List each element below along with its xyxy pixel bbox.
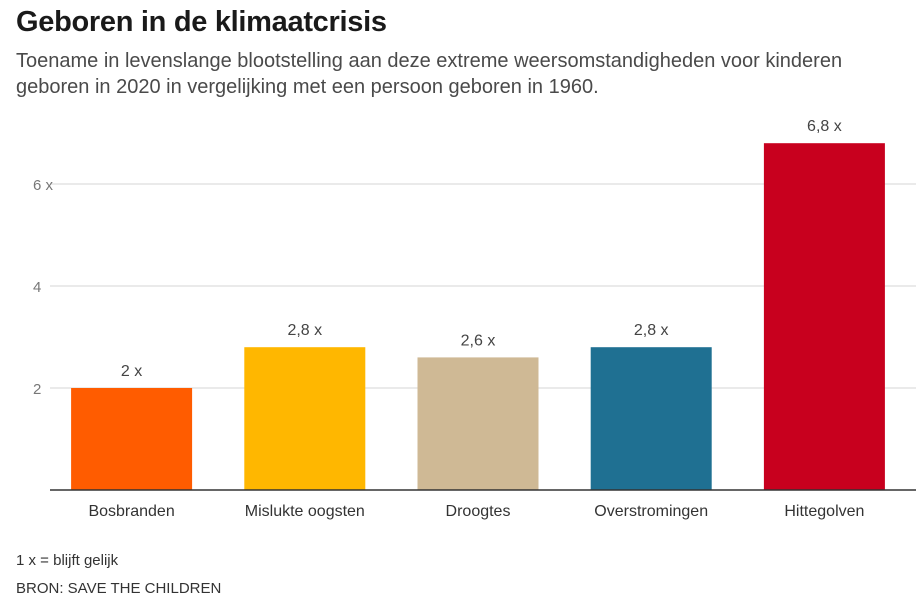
footnote: 1 x = blijft gelijk [16, 552, 119, 569]
data-label: 2,6 x [461, 332, 496, 349]
x-tick-label: Bosbranden [88, 503, 174, 520]
x-tick-label: Overstromingen [594, 503, 708, 520]
bar [71, 388, 193, 490]
source-credit: BRON: SAVE THE CHILDREN [16, 580, 222, 597]
y-tick-label: 4 [33, 279, 41, 296]
data-label: 2 x [121, 363, 142, 380]
y-tick-label: 6 x [33, 177, 54, 194]
x-tick-label: Mislukte oogsten [245, 503, 365, 520]
chart-subtitle: Toename in levenslange blootstelling aan… [16, 50, 843, 98]
chart-title: Geboren in de klimaatcrisis [16, 6, 387, 38]
x-tick-label: Droogtes [446, 503, 511, 520]
bar [763, 143, 885, 490]
bar [417, 357, 539, 490]
bar [244, 347, 366, 490]
data-label: 6,8 x [807, 118, 842, 135]
data-label: 2,8 x [634, 322, 669, 339]
y-tick-label: 2 [33, 381, 41, 398]
x-tick-label: Hittegolven [784, 503, 864, 520]
data-label: 2,8 x [287, 322, 322, 339]
bar [590, 347, 712, 490]
